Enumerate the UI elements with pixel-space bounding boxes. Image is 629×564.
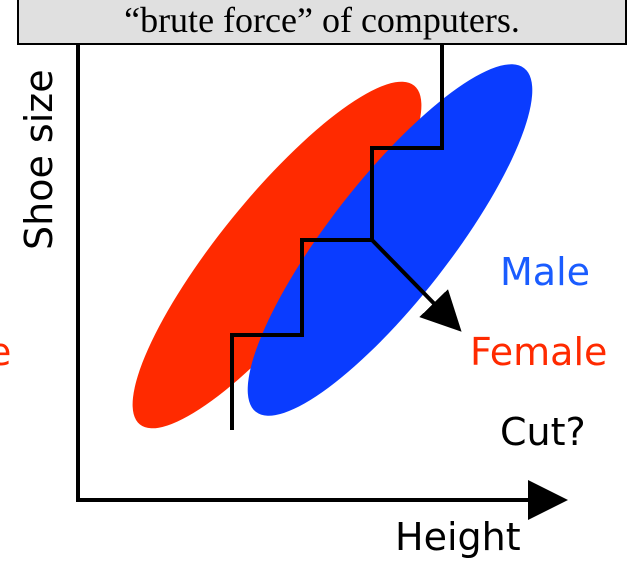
female-label: Female <box>470 330 607 374</box>
y-axis-label: Shoe size <box>17 69 61 250</box>
caption: “brute force” of computers. <box>124 0 520 40</box>
x-axis-label: Height <box>395 515 521 559</box>
caption-box <box>17 0 627 45</box>
cut-label: Cut? <box>500 410 586 454</box>
cut-arrow <box>370 238 462 332</box>
staircase-boundary <box>230 40 444 430</box>
label-fragment: e <box>0 330 11 374</box>
male-label: Male <box>500 250 590 294</box>
female-cluster <box>132 81 422 429</box>
male-cluster <box>247 64 533 416</box>
